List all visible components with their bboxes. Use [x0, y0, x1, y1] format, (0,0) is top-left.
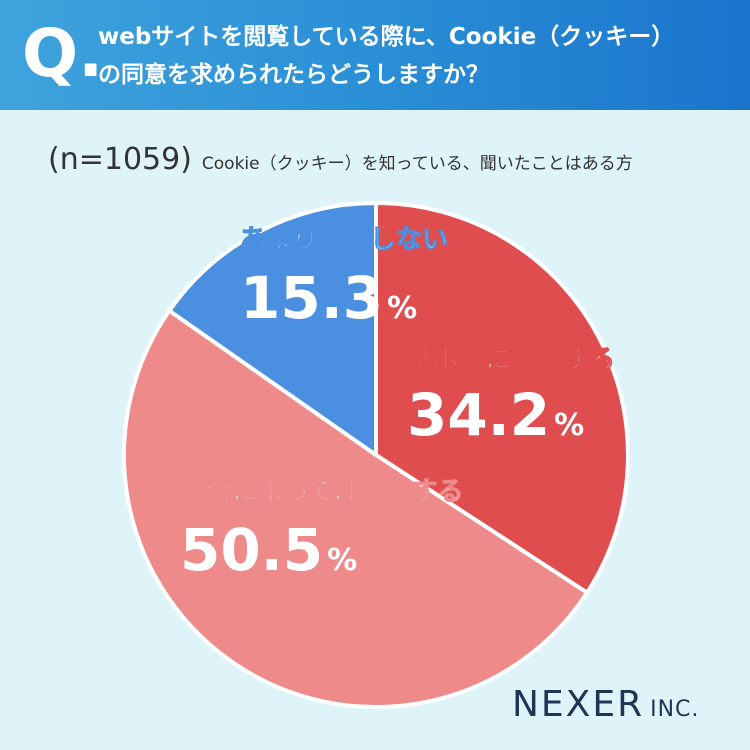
question-text-line1: webサイトを閲覧している際に、Cookie（クッキー）	[98, 24, 675, 50]
nexer-logo: NEXER INC.	[512, 684, 699, 725]
sample-size: (n=1059)	[48, 142, 192, 177]
question-text-line2: の同意を求められたらどうしますか？	[98, 62, 489, 88]
pie-slice	[167, 201, 378, 457]
pie-slice	[122, 308, 590, 710]
question-mark: Q.	[22, 15, 104, 92]
sample-description: Cookie（クッキー）を知っている、聞いたことはある方	[201, 154, 633, 174]
sample-info: (n=1059) Cookie（クッキー）を知っている、聞いたことはある方	[48, 142, 633, 182]
question-header: Q. webサイトを閲覧している際に、Cookie（クッキー） の同意を求められ…	[0, 0, 750, 110]
slice-label: 場合によっては同意する	[180, 476, 463, 507]
slice-label: あまり同意しない	[240, 224, 448, 255]
logo-name: NEXER	[512, 684, 645, 725]
logo-suffix: INC.	[650, 697, 700, 722]
slice-label: 基本的に同意する	[407, 344, 615, 375]
